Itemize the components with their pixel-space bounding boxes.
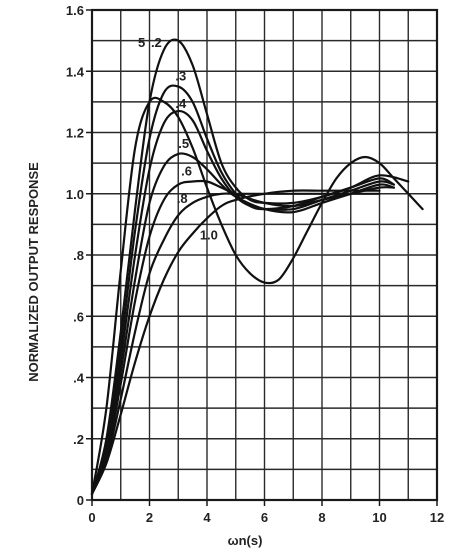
- x-tick-label: 6: [261, 510, 268, 525]
- curve-.6: [90, 179, 395, 495]
- x-tick-label: 0: [88, 510, 95, 525]
- y-tick-label: .2: [73, 432, 84, 447]
- curve-label: .2: [151, 35, 162, 50]
- y-tick-label: 1.2: [66, 126, 84, 141]
- curve-label: .5: [178, 136, 189, 151]
- curve-label: 5: [138, 35, 145, 50]
- curve-.4: [90, 109, 395, 495]
- x-tick-label: 12: [430, 510, 444, 525]
- y-axis-label: NORMALIZED OUTPUT RESPONSE: [26, 162, 41, 382]
- x-axis-label: ωn(s): [228, 533, 263, 548]
- curve-1.0: [90, 189, 381, 495]
- x-tick-label: 4: [203, 510, 211, 525]
- curve-label: .4: [175, 96, 187, 111]
- x-tick-label: 2: [146, 510, 153, 525]
- curve-5: [90, 96, 424, 495]
- curve-.2: [90, 38, 410, 495]
- curve-labels: 5 .2 .3 .4 .5 .6 .8 1.0: [138, 35, 218, 243]
- x-tick-label: 8: [318, 510, 325, 525]
- y-tick-label: .6: [73, 309, 84, 324]
- y-tick-label: 1.6: [66, 3, 84, 18]
- response-curves: [90, 38, 424, 495]
- curve-label: .3: [175, 68, 186, 83]
- curve-label: 1.0: [200, 228, 218, 243]
- y-tick-label: .4: [73, 371, 85, 386]
- curve-.5: [90, 152, 395, 495]
- x-tick-label: 10: [372, 510, 386, 525]
- curve-label: .6: [181, 163, 192, 178]
- y-tick-label: 0: [77, 493, 84, 508]
- y-tick-label: 1.4: [66, 64, 85, 79]
- curve-.8: [90, 192, 381, 495]
- y-tick-label: 1.0: [66, 187, 84, 202]
- grid: [92, 10, 437, 500]
- curve-label: .8: [177, 191, 188, 206]
- x-axis-ticks: 0 2 4 6 8 10 12: [88, 500, 444, 525]
- y-axis-ticks: 0 .2 .4 .6 .8 1.0 1.2 1.4 1.6: [66, 3, 92, 508]
- y-tick-label: .8: [73, 248, 84, 263]
- curve-.3: [90, 84, 395, 495]
